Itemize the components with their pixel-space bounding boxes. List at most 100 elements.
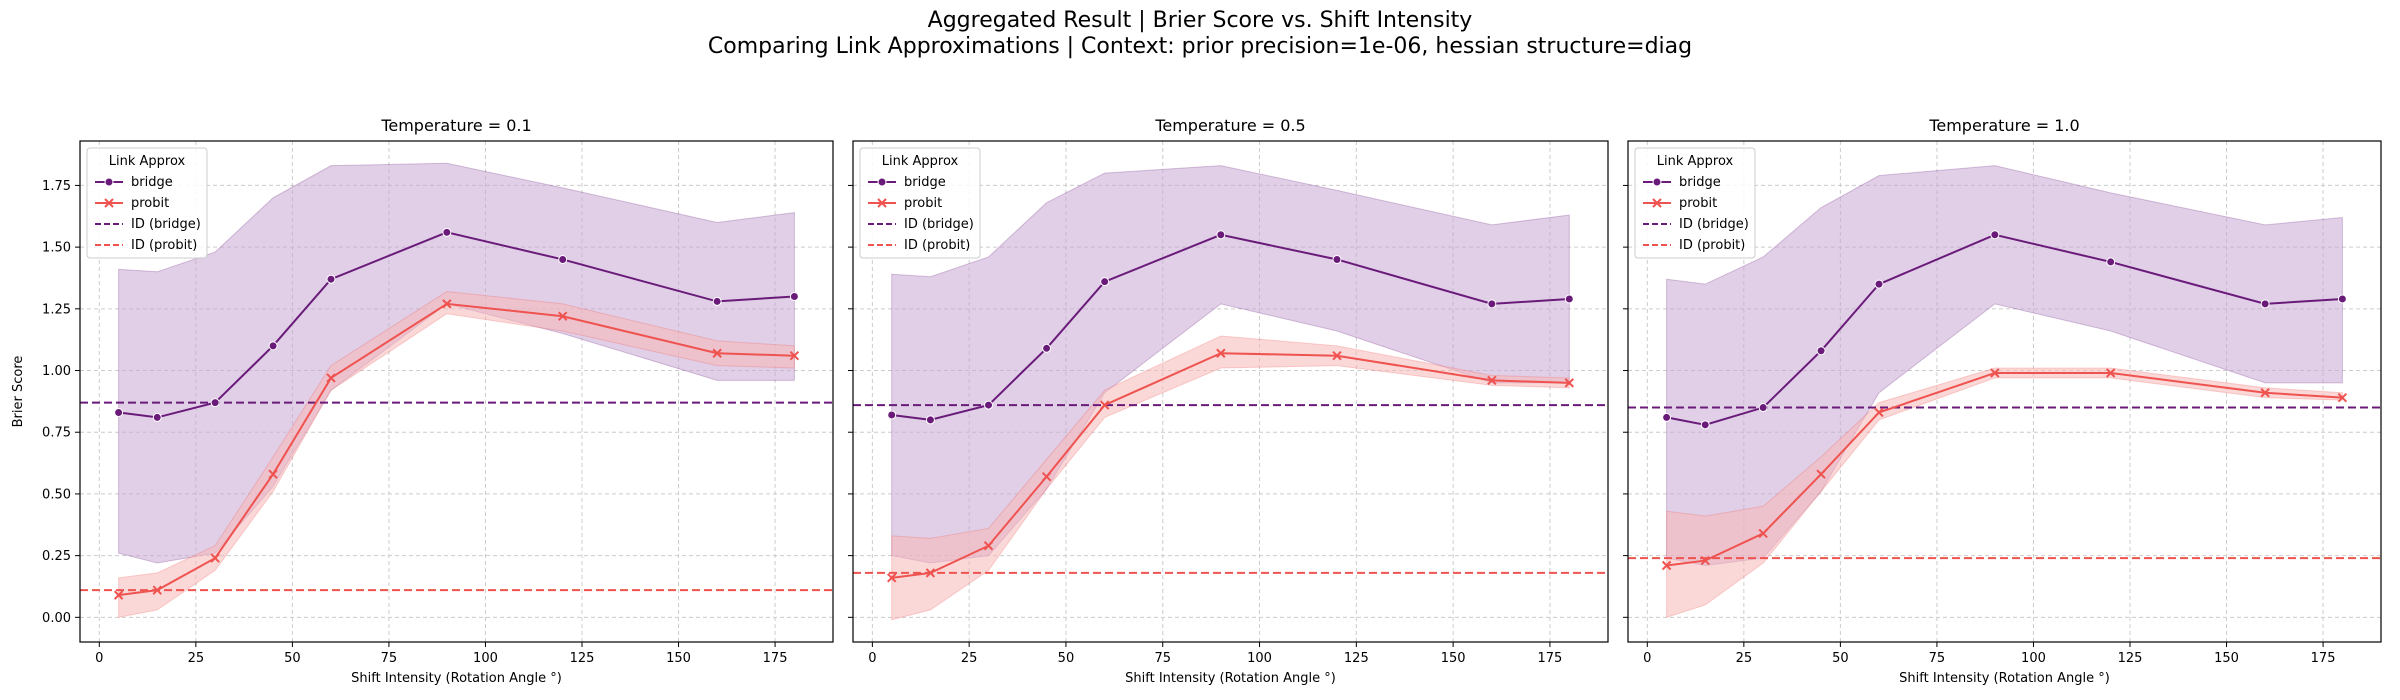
- data-point-bridge: [1332, 254, 1342, 264]
- data-point-bridge: [1700, 420, 1710, 430]
- data-point-probit-stroke-b: [113, 590, 124, 600]
- legend-title: Link Approx: [882, 154, 959, 169]
- x-axis-label: Shift Intensity (Rotation Angle °): [1125, 671, 1336, 686]
- data-point-probit-stroke-b: [1990, 368, 2000, 378]
- data-point-probit: [557, 311, 568, 321]
- subplot-title: Temperature = 1.0: [1928, 116, 2079, 135]
- data-point-probit: [1332, 351, 1342, 361]
- legend-swatch-marker: [877, 177, 887, 187]
- x-tick-label: 175: [2311, 651, 2336, 666]
- data-point-probit: [1758, 528, 1768, 539]
- data-point-probit-stroke-b: [1332, 351, 1342, 361]
- legend-label: ID (probit): [131, 238, 197, 253]
- data-point-probit-stroke-b: [1041, 471, 1052, 482]
- data-point-probit-stroke-b: [1758, 528, 1768, 539]
- data-point-probit: [152, 585, 162, 595]
- data-point-probit: [1661, 560, 1672, 571]
- x-tick-label: 100: [1247, 651, 1272, 666]
- x-tick-label: 0: [868, 651, 876, 666]
- data-point-bridge: [2260, 299, 2270, 309]
- data-point-probit: [1700, 555, 1710, 566]
- legend-label: bridge: [904, 175, 946, 190]
- x-tick-label: 125: [2118, 651, 2143, 666]
- y-tick-label: 0.50: [42, 487, 71, 502]
- data-point-bridge: [925, 415, 935, 425]
- y-tick-label: 1.00: [42, 364, 71, 379]
- legend-title: Link Approx: [1657, 154, 1734, 169]
- data-point-probit: [1041, 471, 1052, 482]
- x-tick-label: 175: [763, 651, 788, 666]
- x-tick-label: 150: [1441, 651, 1466, 666]
- data-point-probit: [887, 573, 897, 583]
- data-point-probit: [2337, 392, 2348, 403]
- data-point-probit-stroke-b: [557, 311, 568, 321]
- figure-title-line-2: Comparing Link Approximations | Context:…: [707, 34, 1693, 59]
- data-point-probit-stroke-b: [1099, 400, 1110, 410]
- legend-swatch-marker-stroke-b: [877, 198, 887, 208]
- data-point-probit: [1990, 368, 2000, 378]
- legend-entry-id-bridge: ID (bridge): [1643, 217, 1749, 232]
- data-point-bridge: [789, 291, 799, 301]
- data-point-probit: [2260, 388, 2270, 398]
- legend-label: ID (bridge): [904, 217, 974, 232]
- legend: Link Approx bridge probit ID (bridge) ID (pr…: [1634, 147, 1756, 259]
- data-point-probit-stroke-b: [2260, 388, 2270, 398]
- legend-label: ID (bridge): [131, 217, 201, 232]
- data-point-bridge: [1042, 343, 1052, 353]
- data-point-bridge: [712, 296, 722, 306]
- legend-label: probit: [904, 196, 942, 211]
- x-axis-label: Shift Intensity (Rotation Angle °): [351, 671, 562, 686]
- subplot-2: 0 25 50 75 100 125 150 175 Temperature = 0.5 Shif…: [848, 116, 1609, 686]
- data-point-probit: [326, 373, 336, 383]
- x-tick-label: 100: [473, 651, 498, 666]
- data-point-bridge: [326, 274, 336, 284]
- legend-entry-bridge: bridge: [1643, 175, 1721, 190]
- data-point-bridge: [1487, 299, 1497, 309]
- x-tick-label: 50: [284, 651, 301, 666]
- legend-entry-id-probit: ID (probit): [1643, 238, 1745, 253]
- data-point-bridge: [887, 410, 897, 420]
- x-tick-label: 75: [381, 651, 398, 666]
- data-point-probit-stroke-b: [2105, 368, 2116, 378]
- data-point-probit: [712, 348, 722, 358]
- x-tick-label: 75: [1154, 651, 1171, 666]
- x-tick-label: 25: [188, 651, 205, 666]
- x-tick-label: 25: [1736, 651, 1753, 666]
- legend-swatch-marker: [1652, 198, 1662, 208]
- data-point-probit: [2105, 368, 2116, 378]
- data-point-bridge: [2106, 257, 2116, 267]
- legend-label: bridge: [131, 175, 173, 190]
- legend-entry-id-probit: ID (probit): [868, 238, 970, 253]
- subplot-title: Temperature = 0.1: [380, 116, 531, 135]
- legend-swatch-marker: [104, 198, 114, 208]
- data-point-probit-stroke-b: [1216, 348, 1226, 358]
- legend-entry-id-bridge: ID (bridge): [868, 217, 974, 232]
- data-point-probit-stroke-b: [152, 585, 162, 595]
- data-point-bridge: [984, 400, 994, 410]
- data-point-probit-stroke-b: [268, 469, 278, 479]
- data-point-probit: [925, 568, 936, 578]
- data-point-probit-stroke-b: [326, 373, 336, 383]
- data-point-probit-stroke-b: [712, 348, 722, 358]
- legend-box: [859, 147, 981, 259]
- subplot-1: 0 25 50 75 100 125 150 175 0.00 0.25 0.50 0.75 1.00 1…: [11, 116, 834, 686]
- subplot-title: Temperature = 0.5: [1154, 116, 1305, 135]
- x-tick-label: 0: [95, 651, 103, 666]
- data-point-probit-stroke-b: [1564, 378, 1574, 388]
- legend-entry-id-bridge: ID (bridge): [95, 217, 201, 232]
- legend-swatch-marker: [1652, 177, 1662, 187]
- data-point-probit-stroke-b: [1487, 375, 1497, 386]
- legend-swatch-marker: [104, 177, 114, 187]
- confidence-band-probit: [891, 335, 1570, 621]
- x-tick-label: 150: [2214, 651, 2239, 666]
- data-point-bridge: [1874, 279, 1884, 289]
- data-point-probit-stroke-b: [1661, 560, 1672, 571]
- legend-label: bridge: [1679, 175, 1721, 190]
- data-point-probit-stroke-b: [1700, 555, 1710, 566]
- x-tick-label: 0: [1643, 651, 1651, 666]
- legend-title: Link Approx: [109, 154, 186, 169]
- x-tick-label: 50: [1832, 651, 1849, 666]
- axes-frame: [79, 140, 834, 643]
- y-tick-label: 0.00: [42, 611, 71, 626]
- data-point-probit: [1099, 400, 1110, 410]
